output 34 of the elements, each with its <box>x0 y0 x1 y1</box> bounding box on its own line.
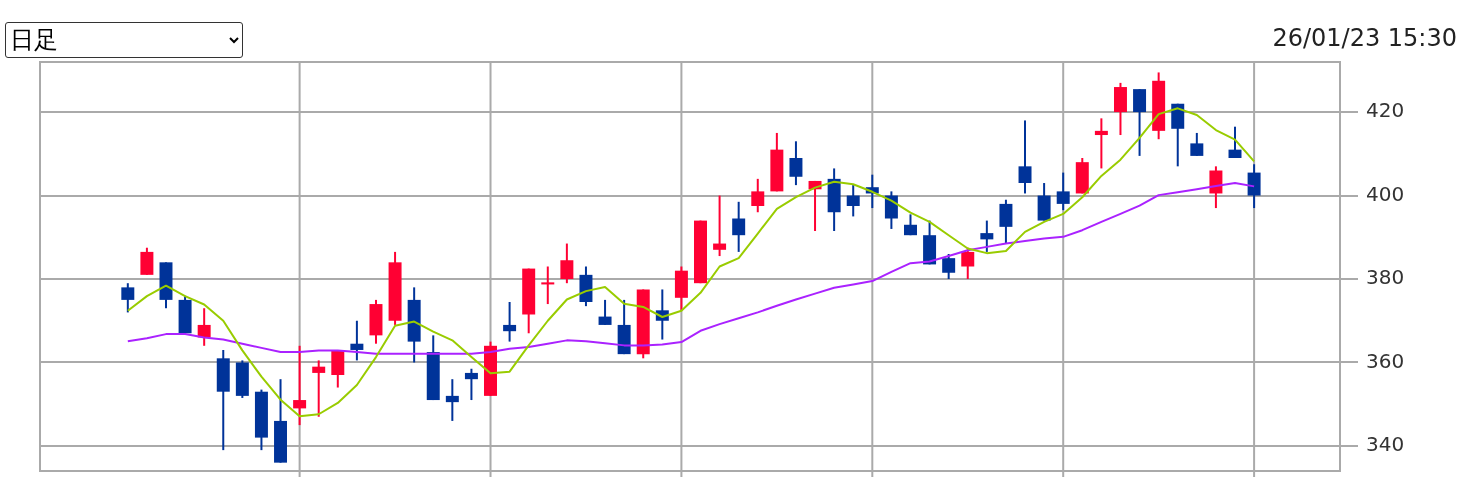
period-select: 日足 <box>5 22 243 58</box>
candlestick <box>312 359 326 418</box>
y-tick-label: 360 <box>1366 348 1405 373</box>
y-tick-label: 380 <box>1366 265 1405 290</box>
candlestick <box>884 190 898 230</box>
candlestick <box>541 265 555 306</box>
text: 26/01/23 15:30 <box>1272 23 1457 54</box>
y-tick-label: 400 <box>1366 181 1405 206</box>
candlestick <box>713 194 727 258</box>
candlestick <box>560 242 574 285</box>
candlestick <box>846 184 860 218</box>
candlestick <box>751 177 765 214</box>
candlestick <box>464 367 478 402</box>
candlestick <box>293 344 307 427</box>
candlestick <box>732 200 746 253</box>
candlestick <box>1247 163 1261 210</box>
candlestick <box>789 140 803 187</box>
candlestick <box>1094 117 1108 170</box>
y-tick-label: 340 <box>1366 432 1405 457</box>
candlestick <box>598 298 612 326</box>
candlestick <box>445 378 459 422</box>
candlestick <box>350 319 364 362</box>
y-tick-label: 420 <box>1366 98 1405 123</box>
candlestick <box>1133 88 1147 157</box>
candlestick <box>121 282 135 314</box>
candlestick <box>980 219 994 253</box>
candlestick <box>1190 131 1204 157</box>
candlestick <box>942 252 956 281</box>
candlestick <box>1056 171 1070 212</box>
candlestick <box>140 246 154 276</box>
candlestick <box>197 307 211 347</box>
candlestick <box>1018 119 1032 195</box>
candlestick <box>503 300 517 343</box>
candlestick <box>999 198 1013 245</box>
